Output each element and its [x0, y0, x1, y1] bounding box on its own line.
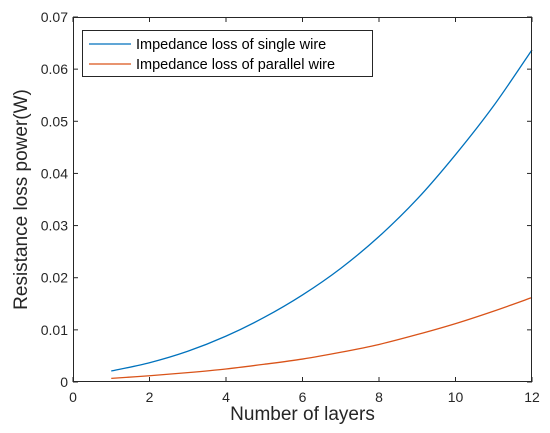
x-tick-label: 8: [375, 389, 383, 405]
x-tick-label: 6: [299, 389, 307, 405]
ticks-layer: 0 2 4 6 8 10 12 0 0.01 0.02 0.03 0.04 0.05 0.06 0.07: [41, 9, 540, 405]
y-tick-label: 0.05: [41, 113, 68, 129]
y-tick-label: 0: [60, 374, 68, 390]
y-tick-label: 0.01: [41, 322, 68, 338]
y-axis-label: Resistance loss power(W): [11, 89, 32, 310]
series-line-1: [111, 49, 533, 372]
x-tick-label: 10: [448, 389, 464, 405]
x-tick-label: 4: [222, 389, 230, 405]
y-tick-label: 0.06: [41, 61, 68, 77]
legend-box: [82, 30, 373, 77]
legend-label: Impedance loss of single wire: [136, 37, 326, 53]
series-line-2: [111, 296, 533, 379]
x-tick-label: 2: [146, 389, 154, 405]
x-axis-label: Number of layers: [230, 404, 375, 425]
x-tick-label: 12: [524, 389, 540, 405]
plot-area: [73, 17, 532, 382]
y-tick-label: 0.02: [41, 270, 68, 286]
y-tick-label: 0.03: [41, 218, 68, 234]
y-tick-label: 0.07: [41, 9, 68, 25]
x-tick-label: 0: [69, 389, 77, 405]
series-layer: [111, 49, 533, 379]
legend: Impedance loss of single wire Impedance l…: [82, 30, 373, 77]
plot-frame: [73, 17, 532, 382]
y-tick-label: 0.04: [41, 165, 68, 181]
legend-label: Impedance loss of parallel wire: [136, 57, 335, 73]
